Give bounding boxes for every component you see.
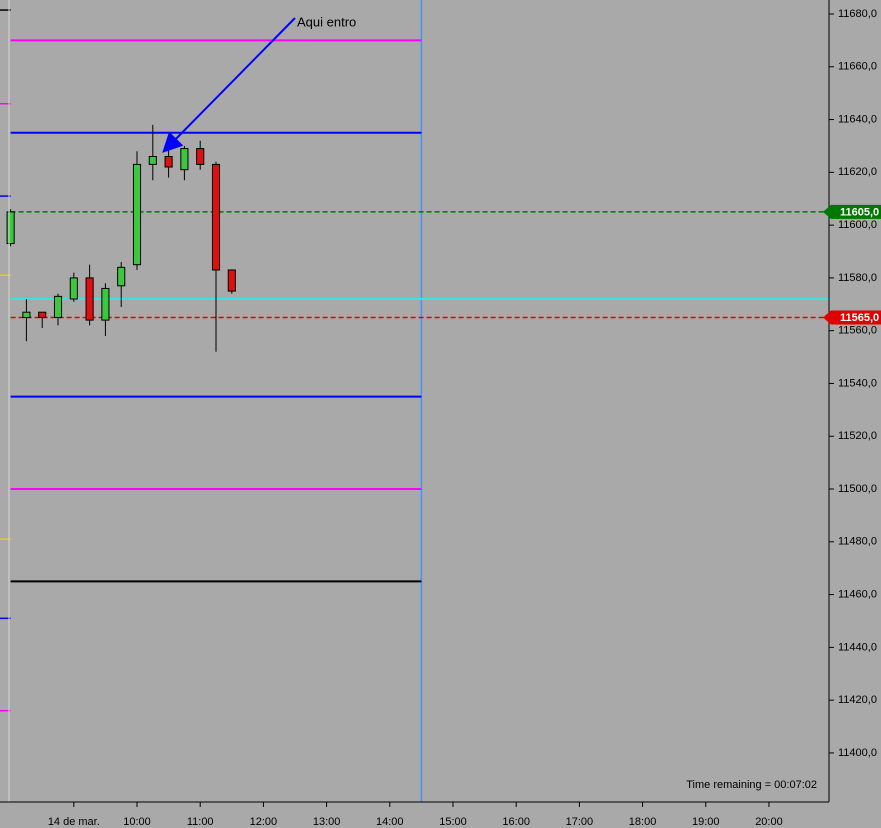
annotation-arrow [162,17,296,153]
y-tick-label: 11540,0 [838,377,877,389]
x-tick-label: 16:00 [502,816,530,828]
y-tick-label: 11620,0 [838,166,877,178]
y-tick-label: 11420,0 [838,694,877,706]
x-tick-label: 12:00 [250,816,278,828]
price-tag-label: 11605,0 [840,206,879,218]
candle-body [132,163,142,266]
y-tick-label: 11560,0 [838,325,877,337]
x-tick-label: 15:00 [439,816,467,828]
price-tag [823,204,881,219]
x-tick-label: 13:00 [313,816,341,828]
y-tick-label: 11520,0 [838,430,877,442]
price-tag [823,310,881,325]
x-tick-label: 20:00 [755,816,783,828]
x-tick-label: 19:00 [692,816,720,828]
plot-area [0,0,829,802]
x-tick-label: 11:00 [187,816,214,828]
y-tick-label: 11500,0 [838,483,877,495]
y-tick-label: 11660,0 [838,61,877,73]
candle-body [227,269,236,292]
footer: Time remaining = 00:07:02 [686,779,817,791]
candle-body [164,155,173,168]
candle-body [22,311,31,318]
candle-body [196,148,205,165]
y-tick-label: 11580,0 [838,272,877,284]
x-tick-label: 14 de mar. [48,816,100,828]
candle-body [148,155,157,165]
x-tick-label: 18:00 [629,816,657,828]
annotation: Aqui entro [297,14,356,29]
candle-body [180,148,189,171]
candle-body [101,287,110,321]
candle-body [53,295,63,318]
x-tick-label: 10:00 [123,816,151,828]
candle-body [38,311,47,318]
y-tick-label: 11640,0 [838,113,877,125]
price-tag-label: 11565,0 [840,312,879,324]
y-tick-label: 11400,0 [838,747,877,759]
y-tick-label: 11460,0 [838,588,877,600]
candle-body [117,266,126,287]
candle-body [211,163,221,271]
y-tick-label: 11600,0 [838,219,877,231]
candle-body [6,211,15,245]
candle-body [69,277,78,300]
x-tick-label: 17:00 [566,816,594,828]
candle-body [85,277,94,321]
y-tick-label: 11440,0 [838,641,877,653]
x-tick-label: 14:00 [376,816,404,828]
y-tick-label: 11680,0 [838,8,877,20]
y-tick-label: 11480,0 [838,536,877,548]
